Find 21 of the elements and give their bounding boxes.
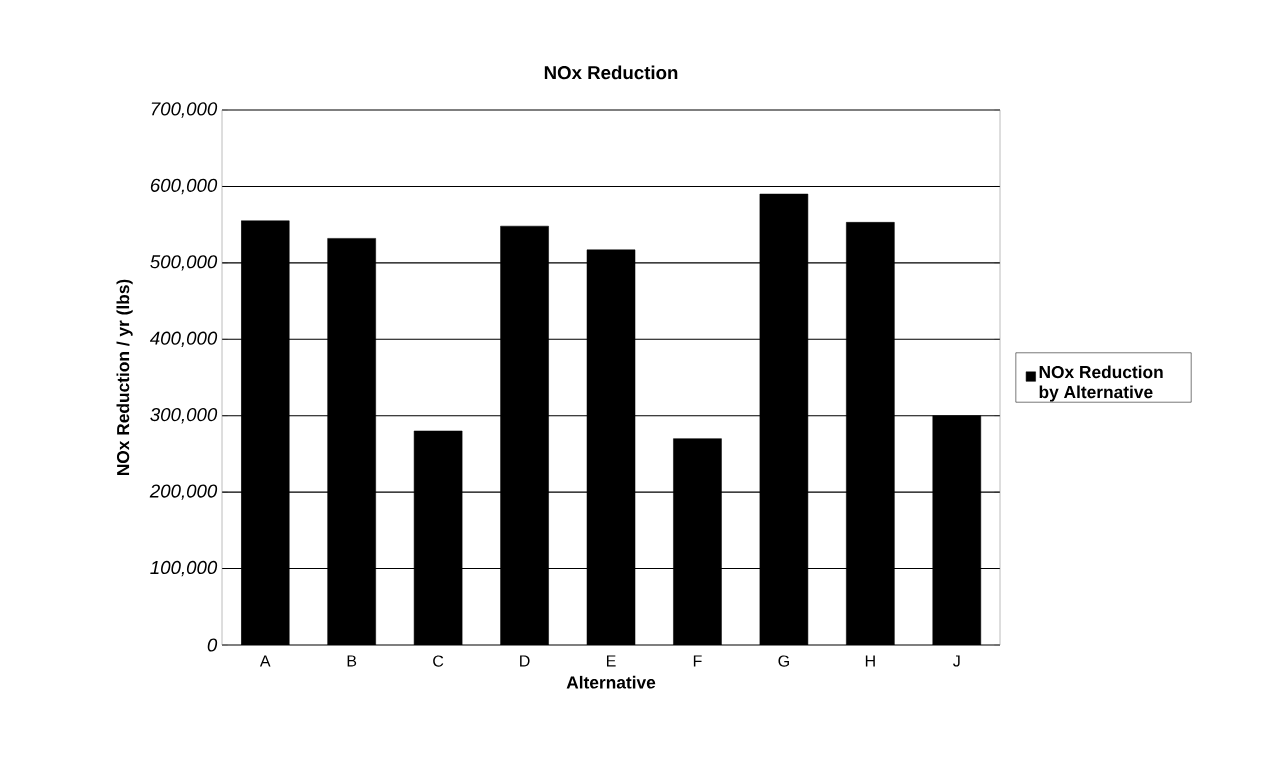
y-tick-label: 300,000 [150, 407, 218, 424]
y-tick-label: 100,000 [150, 560, 218, 577]
y-tick-label: 0 [207, 638, 218, 652]
y-tick-label: 700,000 [151, 102, 218, 118]
y-tick-label: 200,000 [149, 484, 218, 500]
y-axis-title: NOx Reduction / yr (lbs) [116, 279, 133, 476]
x-axis-title: Alternative [566, 675, 656, 689]
x-tick-label: F [693, 655, 702, 667]
x-tick-label: D [520, 655, 530, 667]
legend-label: NOx Reduction by Alternative [1039, 365, 1163, 402]
y-tick-label: 500,000 [150, 255, 218, 271]
y-tick-label: 600,000 [150, 178, 218, 195]
x-tick-label: E [606, 655, 616, 667]
x-tick-label: C [433, 655, 444, 667]
x-tick-label: B [347, 655, 357, 667]
x-tick-label: G [778, 655, 789, 667]
y-tick-label: 400,000 [149, 331, 218, 347]
x-tick-label: H [865, 655, 875, 667]
chart-title: NOx Reduction [544, 65, 678, 80]
x-tick-label: A [259, 655, 271, 667]
x-tick-label: J [953, 655, 960, 667]
